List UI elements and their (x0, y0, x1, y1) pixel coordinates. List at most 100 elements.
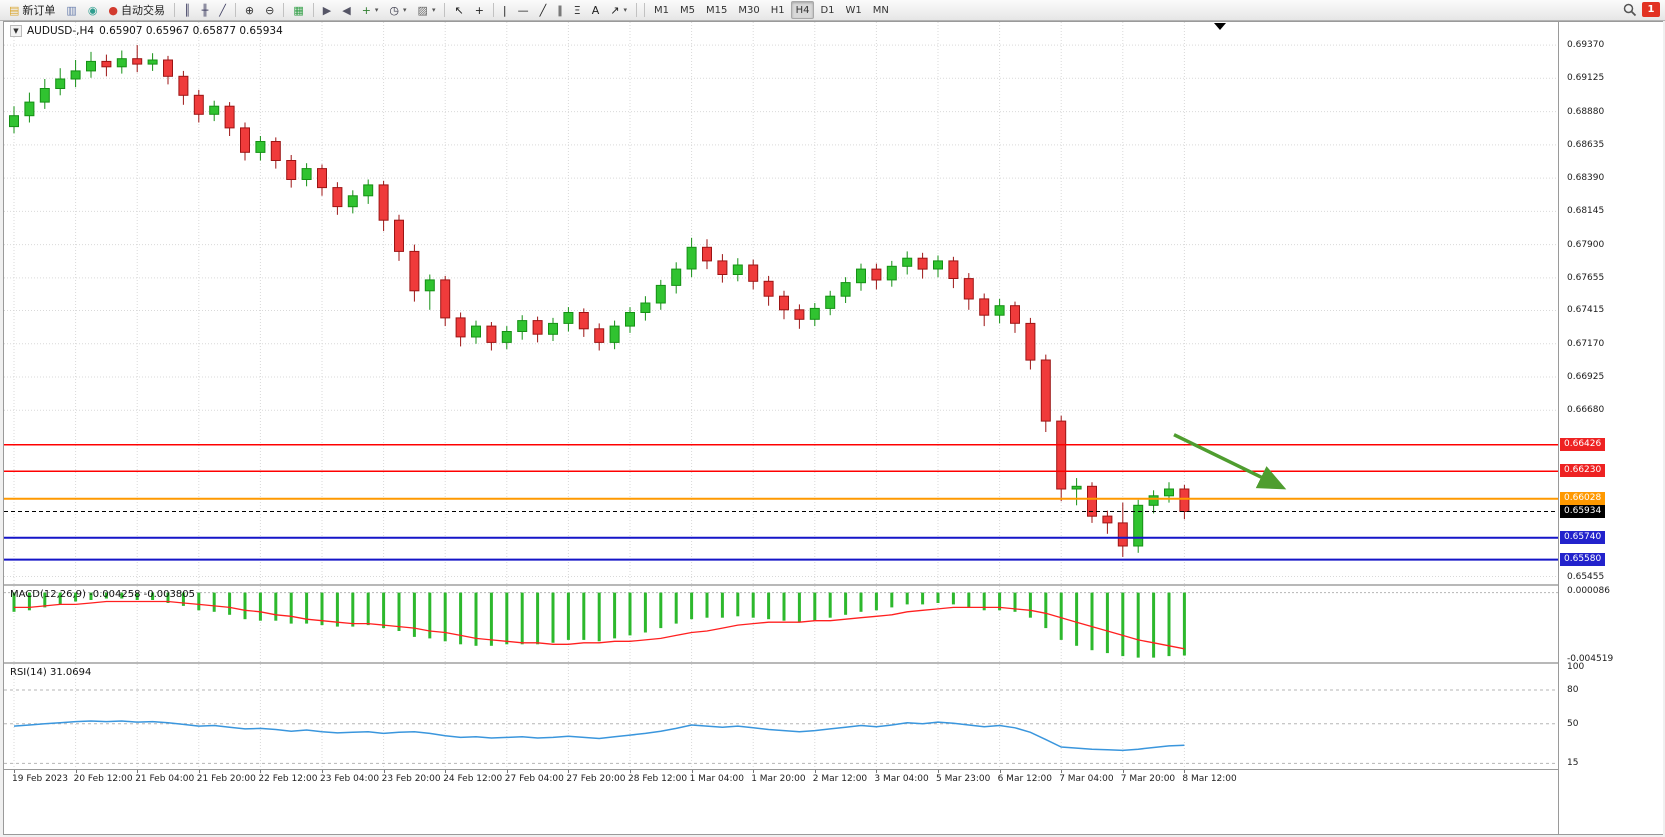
time-tick (691, 770, 693, 773)
time-tick (876, 770, 878, 773)
indicators-icon: + (361, 3, 371, 17)
time-axis-label: 21 Feb 20:00 (196, 774, 256, 784)
time-tick (14, 770, 15, 773)
sound-icon[interactable]: ◉ (83, 1, 103, 20)
macd-axis-label: -0.004519 (1567, 654, 1614, 665)
chart-ohlc-values: 0.65907 0.65967 0.65877 0.65934 (99, 25, 283, 37)
text-icon[interactable]: A (587, 1, 605, 20)
bar-chart-mode-icon[interactable]: ║ (179, 1, 196, 20)
chevron-down-icon: ▾ (431, 6, 436, 14)
auto-trading-button[interactable]: ● 自动交易 (103, 1, 170, 20)
time-tick (568, 770, 570, 773)
timeframe-h1[interactable]: H1 (770, 4, 785, 16)
horizontal-line-icon[interactable]: — (513, 1, 534, 20)
price-axis-label: 0.67415 (1567, 305, 1605, 316)
time-tick (137, 770, 139, 773)
price-axis-label: 0.68145 (1567, 206, 1605, 217)
macd-label: MACD(12,26,9) -0.004258 -0.003805 (10, 589, 195, 600)
time-tick (814, 770, 816, 773)
chart-window: ▼ AUDUSD-,H4 0.65907 0.65967 0.65877 0.6… (3, 21, 1663, 835)
rsi-axis-label: 100 (1567, 662, 1585, 673)
time-tick (198, 770, 200, 773)
price-axis-label: 0.67170 (1567, 338, 1605, 349)
macd-indicator-plot[interactable] (4, 586, 1558, 662)
chart-header: ▼ AUDUSD-,H4 0.65907 0.65967 0.65877 0.6… (10, 25, 283, 37)
scroll-to-end-marker (1214, 23, 1226, 30)
time-tick (445, 770, 447, 773)
price-axis-label: 0.66925 (1567, 371, 1605, 382)
price-axis-label: 0.68390 (1567, 173, 1605, 184)
zoom-out-icon[interactable]: ⊖ (260, 1, 279, 20)
candlestick-plot[interactable] (4, 22, 1558, 584)
new-order-button[interactable]: ▤ 新订单 (4, 1, 60, 20)
time-tick (630, 770, 631, 773)
toolbar-right-cluster: 1 (1623, 2, 1660, 17)
toolbar-items: ▤ 新订单 ▥ ◉ ● 自动交易 ║ ╫ ╱ ⊕ ⊖ ▦ ▶ ◀ + ▾ ◷ ▾ ▨ ▾ ↖ + | — ╱ ∥ Ξ A ↗ ▾ (4, 1, 640, 20)
price-axis-label: 0.67655 (1567, 272, 1605, 283)
timeframe-h4[interactable]: H4 (790, 1, 815, 19)
timeframe-m15[interactable]: M15 (705, 4, 728, 16)
rsi-axis-label: 15 (1567, 758, 1579, 769)
timeframe-m1[interactable]: M1 (653, 4, 669, 16)
candlestick-mode-icon[interactable]: ╫ (197, 1, 214, 20)
time-axis-label: 20 Feb 12:00 (73, 774, 133, 784)
chevron-down-icon: ▾ (374, 6, 379, 14)
zoom-in-icon[interactable]: ⊕ (240, 1, 259, 20)
time-axis-label: 3 Mar 04:00 (874, 774, 929, 784)
time-axis-label: 19 Feb 2023 (12, 774, 69, 784)
journal-icon[interactable]: ▥ (61, 1, 81, 20)
time-tick (1061, 770, 1063, 773)
timeframe-mn[interactable]: MN (872, 4, 889, 16)
rsi-indicator-plot[interactable] (4, 664, 1558, 769)
time-axis[interactable]: 19 Feb 2023 20 Feb 12:00 21 Feb 04:00 21 Fe… (4, 769, 1558, 788)
pane-divider[interactable] (4, 584, 1662, 586)
timeframe-w1[interactable]: W1 (845, 4, 862, 16)
channel-icon: ∥ (557, 3, 563, 17)
cursor-icon[interactable]: ↖ (449, 1, 468, 20)
price-axis[interactable]: 0.69370 0.69125 0.68880 0.68635 0.68390 0.681… (1558, 22, 1663, 834)
time-tick (753, 770, 755, 773)
arrows-icon[interactable]: ↗ ▾ (605, 1, 632, 20)
horizontal-line-icon: — (517, 3, 529, 17)
timeframe-m30[interactable]: M30 (738, 4, 760, 16)
search-icon[interactable] (1623, 3, 1637, 17)
candlestick-mode-icon: ╫ (201, 3, 209, 17)
line-chart-mode-icon[interactable]: ╱ (214, 1, 231, 20)
vertical-line-icon[interactable]: | (498, 1, 512, 20)
periods-icon[interactable]: ◷ ▾ (384, 1, 411, 20)
line-chart-mode-icon: ╱ (219, 3, 226, 17)
trendline-icon[interactable]: ╱ (535, 1, 552, 20)
crosshair-icon[interactable]: + (470, 1, 489, 20)
price-line-badge: 0.65740 (1560, 530, 1606, 544)
tile-windows-icon[interactable]: ▦ (288, 1, 308, 20)
time-tick (383, 770, 385, 773)
chart-shift-icon[interactable]: ◀ (337, 1, 355, 20)
indicators-icon[interactable]: + ▾ (357, 1, 384, 20)
timeframe-toolbar: M1 M5 M15 M30 H1 H4 D1 W1 MN (649, 1, 894, 19)
crosshair-icon: + (474, 3, 484, 17)
price-line-badge: 0.65934 (1560, 504, 1606, 518)
notification-badge[interactable]: 1 (1642, 2, 1660, 17)
fibonacci-icon[interactable]: Ξ (569, 1, 586, 20)
macd-axis-label: 0.000086 (1567, 586, 1610, 597)
toolbar-separator (312, 3, 314, 17)
time-axis-label: 5 Mar 23:00 (936, 774, 991, 784)
channel-icon[interactable]: ∥ (552, 1, 568, 20)
pane-divider[interactable] (4, 662, 1662, 664)
timeframe-d1[interactable]: D1 (820, 4, 835, 16)
price-line-badge: 0.66426 (1560, 437, 1606, 451)
fibonacci-icon: Ξ (573, 3, 581, 17)
time-tick (1122, 770, 1124, 773)
price-line-badge: 0.66028 (1560, 491, 1606, 505)
time-axis-label: 24 Feb 12:00 (443, 774, 503, 784)
time-tick (1184, 770, 1186, 773)
templates-icon[interactable]: ▨ ▾ (413, 1, 441, 20)
vertical-line-icon: | (502, 3, 507, 17)
price-axis-label: 0.66680 (1567, 405, 1605, 416)
time-axis-label: 8 Mar 12:00 (1182, 774, 1237, 784)
new-order-button-label: 新订单 (22, 4, 56, 17)
timeframe-m5[interactable]: M5 (679, 4, 695, 16)
templates-icon: ▨ (417, 3, 428, 17)
auto-scroll-icon[interactable]: ▶ (318, 1, 336, 20)
one-click-collapse-button[interactable]: ▼ (10, 25, 22, 37)
